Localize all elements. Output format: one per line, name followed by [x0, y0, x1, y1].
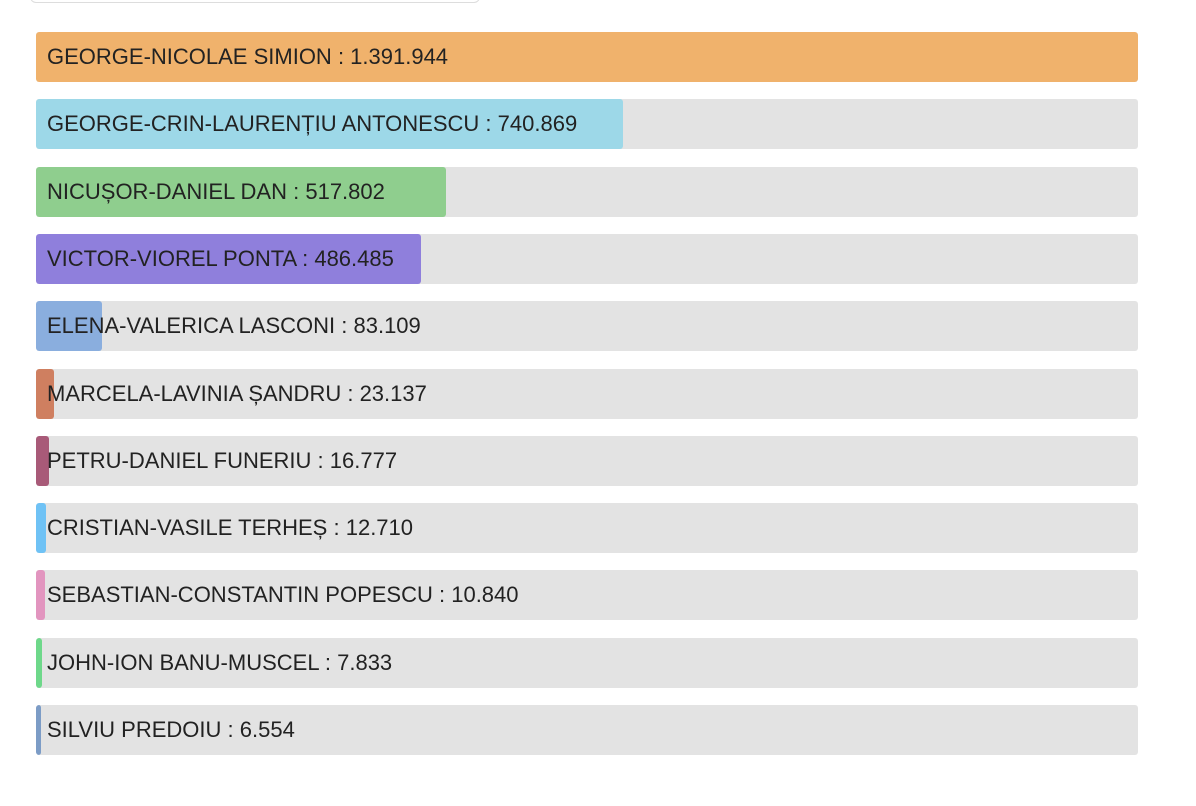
bar-track: VICTOR-VIOREL PONTA : 486.485	[36, 233, 1138, 284]
bar-track: GEORGE-CRIN-LAURENȚIU ANTONESCU : 740.86…	[36, 99, 1138, 150]
separator: :	[221, 717, 240, 742]
separator: :	[327, 515, 346, 541]
candidate-name: MARCELA-LAVINIA ȘANDRU	[47, 380, 342, 406]
bar	[36, 301, 102, 352]
bar	[36, 570, 45, 621]
bar	[36, 637, 43, 688]
value-label: 740.869	[497, 111, 578, 137]
bar	[36, 32, 1138, 82]
value-label: 7.833	[337, 649, 393, 675]
value-label: 23.137	[359, 380, 427, 406]
candidate-name: JOHN-ION BANU-MUSCEL	[47, 649, 319, 675]
bar-track: PETRU-DANIEL FUNERIU : 16.777	[36, 435, 1138, 486]
value-label: 1.391.944	[350, 44, 449, 69]
bar-label: CRISTIAN-VASILE TERHEȘ : 12.710	[47, 503, 413, 553]
bar-track: SEBASTIAN-CONSTANTIN POPESCU : 10.840	[36, 570, 1138, 621]
bar-track: SILVIU PREDOIU : 6.554	[36, 705, 1138, 755]
bar-track: CRISTIAN-VASILE TERHEȘ : 12.710	[36, 503, 1138, 554]
bar-track: NICUȘOR-DANIEL DAN : 517.802	[36, 166, 1138, 217]
bar	[36, 99, 623, 150]
candidate-name: GEORGE-NICOLAE SIMION	[47, 44, 332, 69]
separator: :	[331, 44, 351, 69]
bar-label: GEORGE-CRIN-LAURENȚIU ANTONESCU : 740.86…	[47, 99, 577, 149]
candidate-name: SEBASTIAN-CONSTANTIN POPESCU	[47, 582, 433, 608]
value-label: 486.485	[314, 245, 394, 271]
value-label: 83.109	[353, 313, 421, 339]
bar-label: SILVIU PREDOIU : 6.554	[47, 705, 295, 755]
bar	[36, 368, 55, 419]
bar-track: ELENA-VALERICA LASCONI : 83.109	[36, 301, 1138, 352]
bar	[36, 705, 42, 755]
candidate-name: PETRU-DANIEL FUNERIU	[47, 447, 312, 473]
bar-label: SEBASTIAN-CONSTANTIN POPESCU : 10.840	[47, 570, 519, 620]
bar-label: VICTOR-VIOREL PONTA : 486.485	[47, 234, 394, 284]
separator: :	[432, 582, 452, 608]
value-label: 16.777	[329, 447, 398, 473]
bar	[36, 503, 47, 554]
value-label: 6.554	[239, 717, 295, 742]
bar-label: NICUȘOR-DANIEL DAN : 517.802	[47, 167, 385, 217]
candidate-name: NICUȘOR-DANIEL DAN	[47, 178, 287, 204]
bar-track: JOHN-ION BANU-MUSCEL : 7.833	[36, 637, 1138, 688]
separator: :	[335, 313, 354, 339]
separator: :	[318, 649, 338, 675]
bar	[36, 435, 50, 486]
separator: :	[341, 380, 360, 406]
separator: :	[287, 178, 306, 204]
separator: :	[295, 245, 315, 271]
bar-label: ELENA-VALERICA LASCONI : 83.109	[47, 301, 421, 351]
bar-label: GEORGE-NICOLAE SIMION : 1.391.944	[47, 32, 448, 82]
bar-label: MARCELA-LAVINIA ȘANDRU : 23.137	[47, 369, 427, 419]
search-box[interactable]	[30, 0, 480, 3]
bar-track: MARCELA-LAVINIA ȘANDRU : 23.137	[36, 368, 1138, 419]
bar-label: PETRU-DANIEL FUNERIU : 16.777	[47, 436, 397, 486]
bar	[36, 233, 422, 284]
candidate-name: SILVIU PREDOIU	[47, 717, 222, 742]
value-label: 517.802	[305, 178, 385, 204]
bar	[36, 166, 446, 217]
candidate-name: VICTOR-VIOREL PONTA	[47, 245, 296, 271]
value-label: 10.840	[451, 582, 519, 608]
candidate-name: CRISTIAN-VASILE TERHEȘ	[47, 515, 328, 541]
bar-label: JOHN-ION BANU-MUSCEL : 7.833	[47, 638, 392, 688]
bar-track: GEORGE-NICOLAE SIMION : 1.391.944	[36, 32, 1138, 82]
value-label: 12.710	[345, 515, 414, 541]
separator: :	[311, 447, 330, 473]
separator: :	[479, 111, 498, 137]
candidate-name: GEORGE-CRIN-LAURENȚIU ANTONESCU	[47, 111, 480, 137]
candidate-name: ELENA-VALERICA LASCONI	[47, 313, 336, 339]
